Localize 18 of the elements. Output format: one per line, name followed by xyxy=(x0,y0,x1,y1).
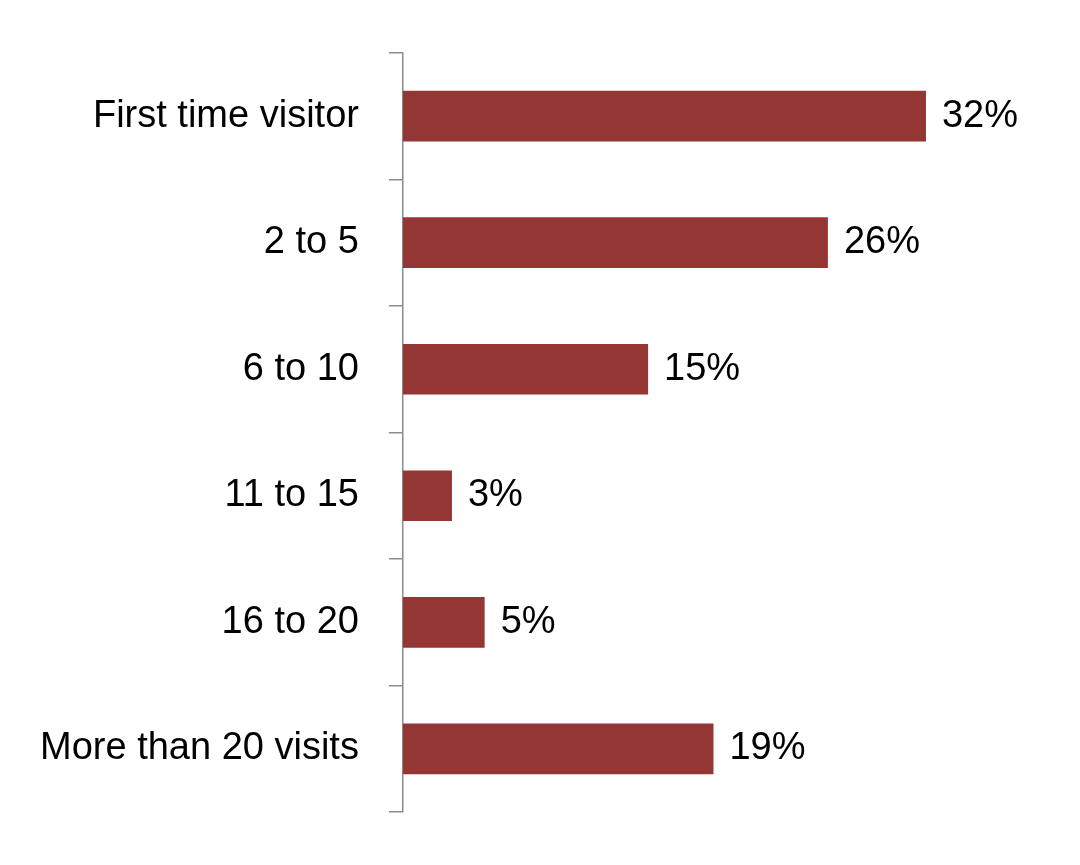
data-label: 32% xyxy=(941,92,1019,135)
y-tick-label: More than 20 visits xyxy=(40,725,359,768)
y-tick-label: 6 to 10 xyxy=(242,345,359,388)
y-tick-label: 2 to 5 xyxy=(263,219,359,262)
data-label: 26% xyxy=(843,219,920,262)
data-label: 5% xyxy=(500,598,556,641)
data-label: 15% xyxy=(664,345,741,388)
data-label: 19% xyxy=(729,725,806,768)
y-tick-label: 16 to 20 xyxy=(221,598,359,641)
data-label: 3% xyxy=(467,472,523,515)
y-tick-label: First time visitor xyxy=(92,92,360,135)
bar xyxy=(402,470,452,522)
bar xyxy=(402,597,485,648)
bar xyxy=(402,90,926,142)
y-tick-label: 11 to 15 xyxy=(224,472,359,515)
bar xyxy=(402,217,828,268)
bar xyxy=(402,723,714,775)
bar xyxy=(402,343,649,395)
